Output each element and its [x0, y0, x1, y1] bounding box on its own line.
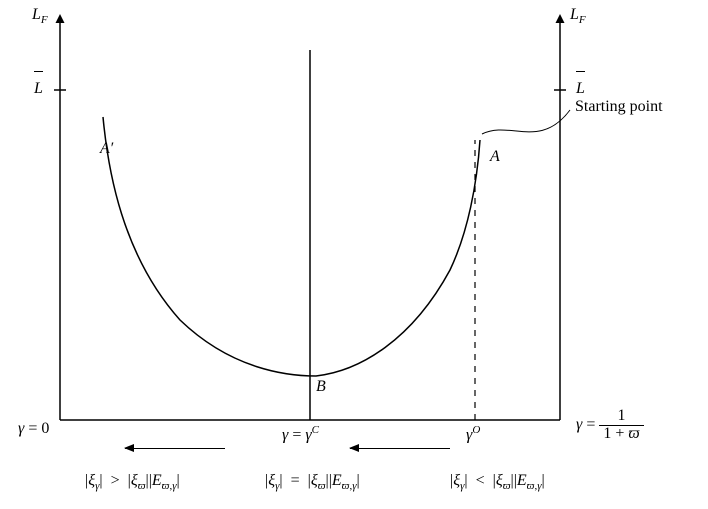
figure-canvas: LF LF L L A A′ B Starting point γ = 0 γ … [0, 0, 708, 509]
label-gammaC: γ = γC [282, 424, 319, 444]
label-Lbar-right: L [576, 80, 585, 98]
frac-den: 1 + ϖ [599, 425, 643, 443]
label-gamma0: γ = 0 [18, 420, 49, 438]
label-gammaO: γO [466, 424, 480, 444]
arrow-right [350, 448, 450, 449]
label-LF-right: LF [570, 6, 586, 26]
region-right: |ξγ| < |ξϖ||Eϖ,γ| [450, 472, 545, 492]
label-LF-left: LF [32, 6, 48, 26]
region-left: |ξγ| > |ξϖ||Eϖ,γ| [85, 472, 180, 492]
label-B: B [316, 378, 326, 396]
arrow-left [125, 448, 225, 449]
annotation-leader [482, 110, 570, 134]
frac-num: 1 [599, 408, 643, 425]
u-curve [103, 117, 480, 376]
label-Lbar-left: L [34, 80, 43, 98]
label-gamma-right: γ = 1 1 + ϖ [576, 408, 644, 443]
label-starting-point: Starting point [575, 98, 663, 116]
region-center: |ξγ| = |ξϖ||Eϖ,γ| [265, 472, 360, 492]
label-A-prime: A′ [100, 140, 113, 158]
label-A: A [490, 148, 500, 166]
